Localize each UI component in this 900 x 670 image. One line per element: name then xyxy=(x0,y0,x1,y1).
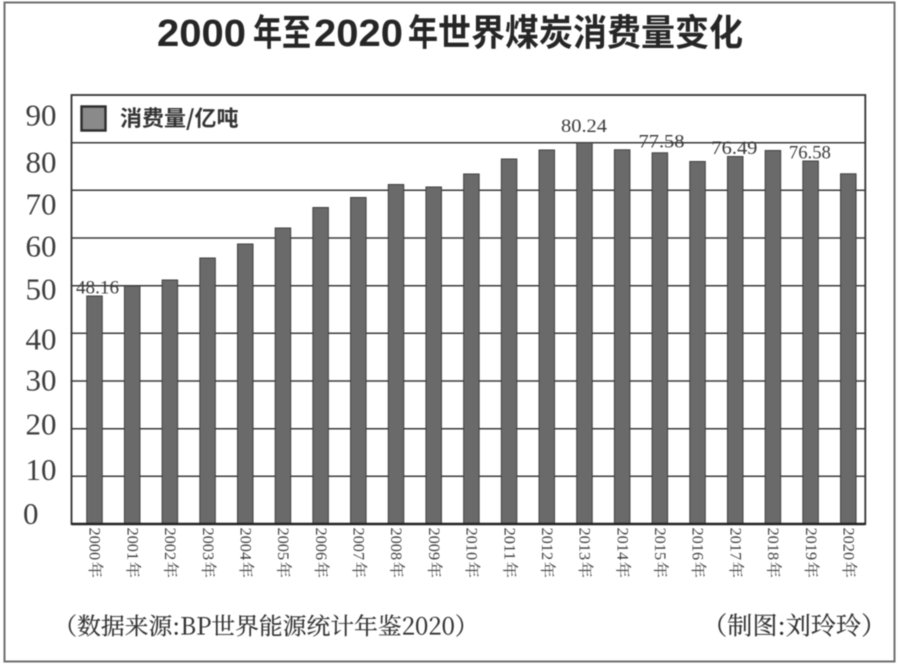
svg-text:77.58: 77.58 xyxy=(639,132,685,153)
svg-text:2000: 2000 xyxy=(157,13,246,55)
svg-text:90: 90 xyxy=(26,98,57,133)
svg-text:2000: 2000 xyxy=(86,528,103,561)
svg-text:2005: 2005 xyxy=(274,528,291,561)
svg-text:2012: 2012 xyxy=(538,528,555,561)
svg-text:2004: 2004 xyxy=(237,528,254,561)
svg-text:2003: 2003 xyxy=(199,528,216,561)
svg-text:50: 50 xyxy=(26,272,57,307)
svg-text:30: 30 xyxy=(26,363,57,398)
svg-text:2020: 2020 xyxy=(840,528,857,561)
svg-text:2011: 2011 xyxy=(500,528,517,561)
svg-text:2009: 2009 xyxy=(425,528,442,561)
svg-text:2001: 2001 xyxy=(123,528,140,561)
svg-text:2006: 2006 xyxy=(312,528,329,561)
svg-text:2019: 2019 xyxy=(802,528,819,561)
svg-text:20: 20 xyxy=(26,407,57,442)
svg-text:10: 10 xyxy=(26,452,57,487)
svg-text:2002: 2002 xyxy=(161,528,178,561)
svg-text:80.24: 80.24 xyxy=(561,116,608,137)
svg-text:2018: 2018 xyxy=(764,528,781,561)
svg-text:2008: 2008 xyxy=(387,528,404,561)
svg-text:40: 40 xyxy=(26,322,57,357)
svg-text:2017: 2017 xyxy=(726,528,743,561)
svg-text:2010: 2010 xyxy=(463,528,480,561)
svg-text:0: 0 xyxy=(23,496,39,531)
svg-text:76.58: 76.58 xyxy=(789,143,831,164)
svg-text:2016: 2016 xyxy=(689,528,706,561)
svg-text:70: 70 xyxy=(26,187,57,222)
svg-text:60: 60 xyxy=(26,229,57,264)
svg-text:80: 80 xyxy=(26,145,57,180)
svg-text:2020: 2020 xyxy=(314,13,403,55)
svg-text:2013: 2013 xyxy=(576,528,593,561)
svg-text:2007: 2007 xyxy=(350,528,367,561)
svg-text:2014: 2014 xyxy=(613,528,630,561)
svg-text:2015: 2015 xyxy=(651,528,668,561)
svg-text:48.16: 48.16 xyxy=(76,278,119,299)
svg-text:76.49: 76.49 xyxy=(711,138,757,159)
